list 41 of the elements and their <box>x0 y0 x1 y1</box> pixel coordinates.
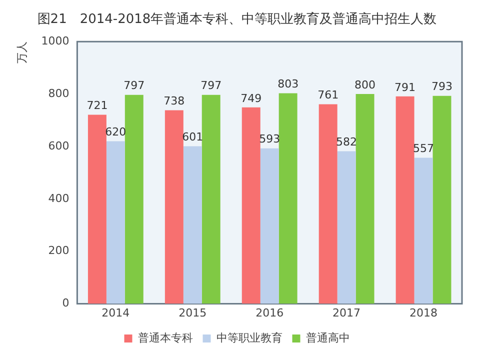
bar <box>337 151 356 304</box>
bar <box>242 107 260 304</box>
bar <box>183 146 202 304</box>
bar <box>356 94 374 304</box>
x-tick-label: 2018 <box>410 306 438 320</box>
bar <box>414 158 433 304</box>
y-tick-label: 1000 <box>41 34 70 48</box>
bar <box>164 110 184 304</box>
data-label: 800 <box>354 78 376 92</box>
bar <box>88 114 106 304</box>
bar <box>202 94 220 304</box>
chart-title: 图21 2014-2018年普通本专科、中等职业教育及普通高中招生人数 <box>37 11 437 28</box>
y-tick-label: 200 <box>48 244 70 258</box>
data-label: 749 <box>240 92 262 105</box>
bar <box>106 141 125 304</box>
bar <box>432 96 452 304</box>
y-tick-label: 400 <box>48 192 70 205</box>
data-label: 791 <box>394 80 416 94</box>
y-tick-label: 600 <box>48 139 70 152</box>
x-tick-label: 2014 <box>102 306 130 320</box>
legend-label: 普通高中 <box>306 331 350 344</box>
data-label: 761 <box>318 88 339 102</box>
data-label: 738 <box>164 94 185 108</box>
bar <box>124 94 144 304</box>
x-tick-label: 2017 <box>332 306 361 320</box>
bar <box>396 96 414 304</box>
data-label: 803 <box>278 78 299 91</box>
bar <box>318 104 338 304</box>
bar <box>278 93 298 304</box>
bar <box>260 148 279 304</box>
legend-label: 普通本专科 <box>138 331 193 344</box>
data-label: 721 <box>86 99 108 112</box>
data-label: 797 <box>200 79 222 92</box>
y-tick-label: 0 <box>62 296 70 310</box>
data-label: 793 <box>431 80 452 94</box>
x-tick-label: 2016 <box>256 306 284 320</box>
y-tick-label: 800 <box>48 86 70 100</box>
data-label: 797 <box>124 79 145 92</box>
x-tick-label: 2015 <box>178 306 207 320</box>
legend-label: 中等职业教育 <box>216 331 282 344</box>
y-axis-title: 万人 <box>15 42 28 64</box>
